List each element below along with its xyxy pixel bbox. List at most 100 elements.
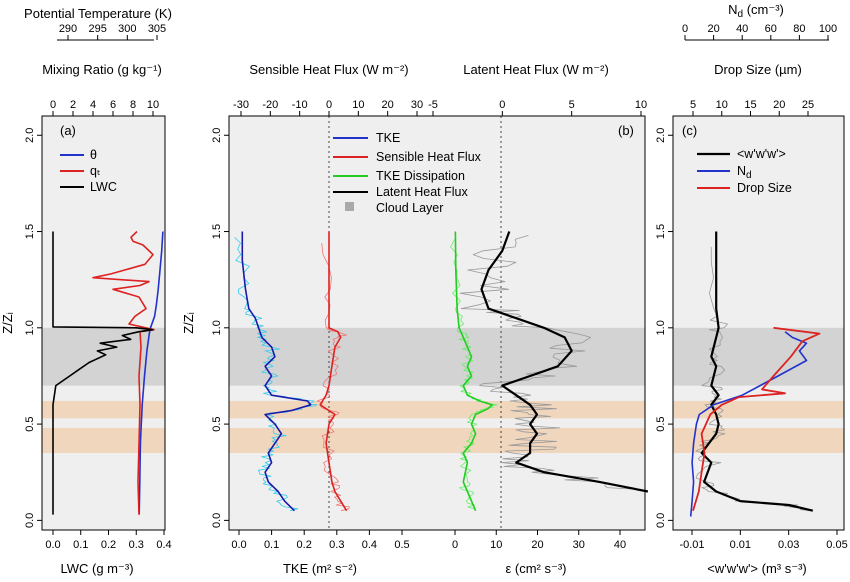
svg-text:Sensible Heat Flux: Sensible Heat Flux [376, 150, 482, 164]
shf-tick-label: 10 [352, 99, 364, 111]
shf-tick-label: -20 [262, 99, 278, 111]
shaded-band [42, 427, 165, 453]
lhf-axis-title: Latent Heat Flux (W m⁻²) [463, 62, 609, 77]
shf-tick-label: 0 [326, 99, 332, 111]
nd-tick-label: 60 [765, 23, 777, 35]
panel-c-label: (c) [682, 123, 697, 138]
panel-a-legend: θ qₜ LWC [60, 148, 117, 194]
y-axis-title-b: Z/Zᵢ [181, 312, 196, 334]
lhf-tick-label: -5 [428, 99, 438, 111]
drop-size-tick-label: 25 [802, 99, 814, 111]
drop-size-tick-label: 20 [773, 99, 785, 111]
y-tick-label: 0.0 [24, 513, 36, 528]
lwc-tick-label: 0.1 [73, 539, 88, 551]
svg-text:θ: θ [90, 148, 97, 162]
series-nd [689, 331, 808, 517]
mixing-ratio-tick-label: 2 [70, 99, 76, 111]
tke-axis-title: TKE (m² s⁻²) [283, 561, 357, 576]
w3-axis-title: <w'w'w'> (m³ s⁻³) [707, 561, 807, 576]
drop-size-tick-label: 10 [716, 99, 728, 111]
svg-text:TKE: TKE [376, 131, 400, 145]
mixing-ratio-tick-label: 4 [90, 99, 96, 111]
lwc-tick-label: 0.0 [45, 539, 60, 551]
w3-tick-label: 0.03 [778, 539, 799, 551]
theta-tick-label: 295 [88, 23, 106, 35]
shf-tick-label: -30 [233, 99, 249, 111]
panel-b-legend: TKE Sensible Heat Flux TKE Dissipation L… [333, 131, 482, 215]
nd-tick-label: 100 [819, 23, 837, 35]
y-tick-label: 1.0 [211, 320, 223, 335]
series-qt [92, 230, 155, 515]
lhf-tick-label: 10 [635, 99, 647, 111]
mixing-ratio-tick-label: 6 [110, 99, 116, 111]
nd-tick-label: 0 [682, 23, 688, 35]
eps-tick-label: 20 [531, 539, 543, 551]
series-lhf [480, 231, 649, 493]
panel-a: (a) 290 295 300 305 Potential Temperature (… [0, 6, 172, 576]
shaded-band [42, 400, 165, 419]
nd-tick-label: 40 [736, 23, 748, 35]
y-tick-label: 1.5 [655, 224, 667, 239]
series-eps [454, 231, 493, 512]
svg-text:Drop Size: Drop Size [737, 181, 792, 195]
svg-text:LWC: LWC [90, 180, 117, 194]
drop-size-tick-label: 5 [690, 99, 696, 111]
eps-tick-label: 10 [490, 539, 502, 551]
mixing-ratio-tick-label: 10 [147, 99, 159, 111]
y-tick-label: 0.0 [655, 513, 667, 528]
tke-tick-label: 0.5 [394, 539, 409, 551]
cloud-layer-band [673, 327, 844, 386]
w3-tick-label: 0.01 [730, 539, 751, 551]
y-axis-title: Z/Zᵢ [0, 312, 15, 334]
shf-tick-label: 20 [382, 99, 394, 111]
drop-size-axis-title: Drop Size (µm) [714, 62, 802, 77]
panel-a-background [42, 116, 165, 530]
mixing-ratio-axis-title: Mixing Ratio (g kg⁻¹) [42, 62, 162, 77]
series-drop-size [692, 326, 821, 511]
w3-tick-label: -0.01 [679, 539, 704, 551]
lwc-axis-title: LWC (g m⁻³) [60, 561, 133, 576]
svg-text:Cloud Layer: Cloud Layer [376, 201, 443, 215]
lwc-tick-label: 0.4 [156, 539, 171, 551]
panel-c-background [673, 116, 844, 530]
panel-b-background [229, 116, 645, 530]
panel-a-label: (a) [60, 123, 76, 138]
theta-tick-label: 300 [118, 23, 136, 35]
eps-tick-label: 0 [452, 539, 458, 551]
tke-tick-label: 0.4 [362, 539, 377, 551]
lwc-tick-label: 0.3 [129, 539, 144, 551]
svg-text:<w'w'w'>: <w'w'w'> [737, 147, 786, 161]
mixing-ratio-tick-label: 8 [130, 99, 136, 111]
theta-axis-title: Potential Temperature (K) [24, 6, 172, 21]
y-tick-label: 2.0 [24, 128, 36, 143]
y-tick-label: 1.0 [24, 320, 36, 335]
eps-tick-label: 30 [573, 539, 585, 551]
shf-tick-label: 30 [411, 99, 423, 111]
panel-c: (c) 0 20 40 60 80 100 Nd (cm⁻³) 5 10 15 20 25 Dro… [655, 2, 848, 576]
tke-tick-label: 0.0 [231, 539, 246, 551]
mixing-ratio-tick-label: 0 [50, 99, 56, 111]
panel-b: (b) -30 -20 -10 0 10 20 30 Sensible Heat Flux … [181, 62, 649, 576]
panel-b-label: (b) [618, 123, 634, 138]
lhf-tick-label: 5 [569, 99, 575, 111]
y-tick-label: 0.5 [655, 416, 667, 431]
series-w3 [700, 231, 814, 512]
y-tick-label: 1.5 [24, 224, 36, 239]
nd-axis-title: Nd (cm⁻³) [728, 2, 784, 20]
nd-tick-label: 20 [707, 23, 719, 35]
shaded-band [673, 427, 844, 453]
series-shf [319, 231, 348, 512]
tke-tick-label: 0.3 [329, 539, 344, 551]
lhf-tick-label: 0 [499, 99, 505, 111]
y-tick-label: 1.0 [655, 320, 667, 335]
nd-tick-label: 80 [793, 23, 805, 35]
series-lwc [52, 231, 154, 515]
drop-size-tick-label: 15 [744, 99, 756, 111]
tke-tick-label: 0.1 [264, 539, 279, 551]
theta-tick-label: 305 [148, 23, 166, 35]
shaded-band [229, 427, 645, 453]
svg-text:qₜ: qₜ [90, 164, 101, 178]
eps-axis-title: ε (cm² s⁻³) [505, 561, 566, 576]
eps-tick-label: 40 [614, 539, 626, 551]
